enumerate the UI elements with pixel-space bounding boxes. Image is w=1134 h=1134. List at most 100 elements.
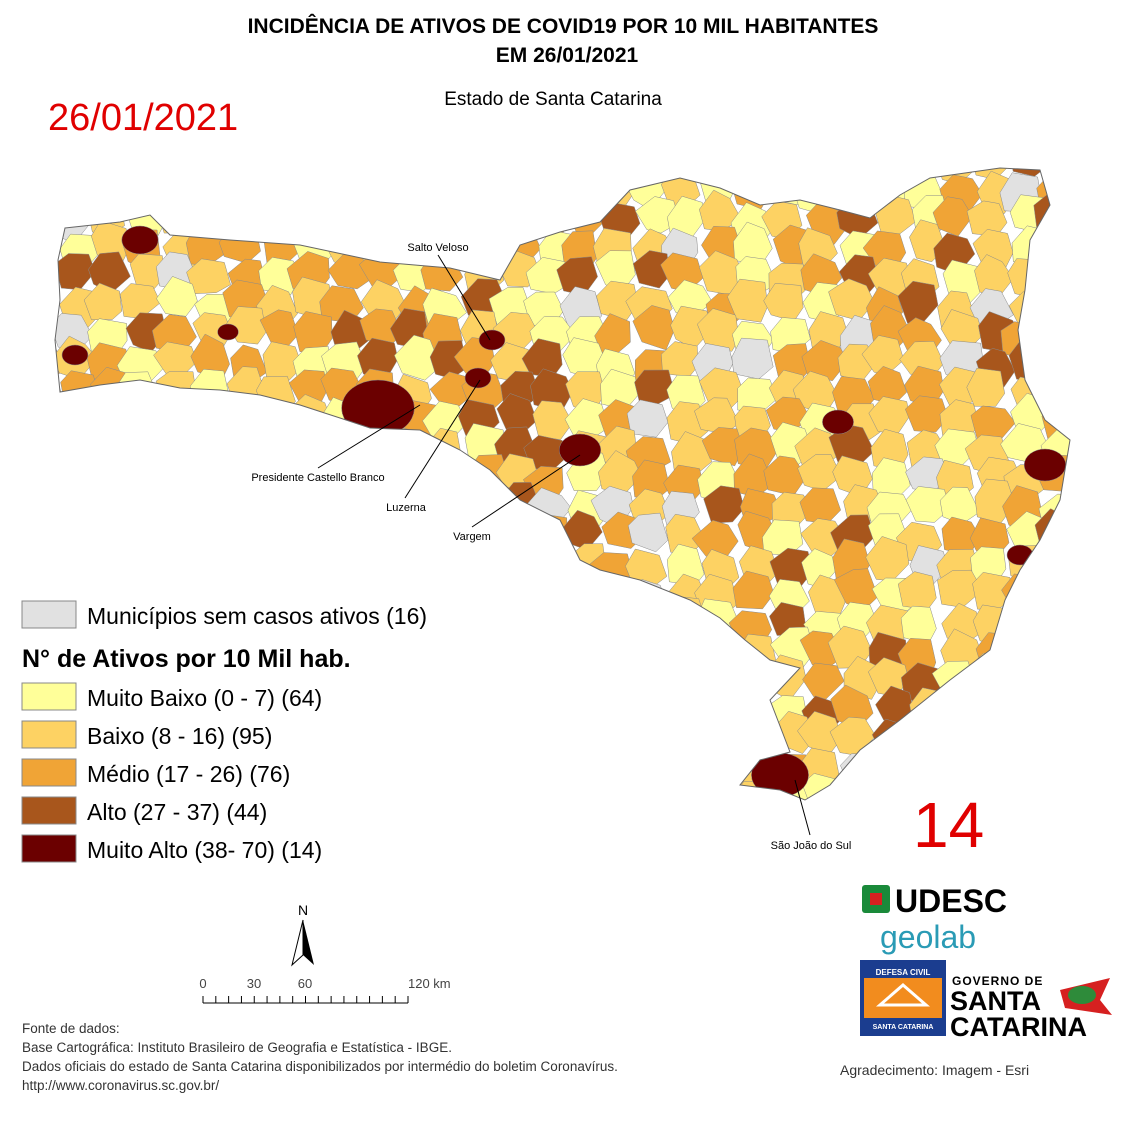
municipality	[530, 688, 577, 725]
source-line: Dados oficiais do estado de Santa Catari…	[22, 1059, 618, 1074]
municipality	[289, 489, 334, 529]
municipality	[434, 487, 474, 530]
municipality	[55, 429, 92, 465]
legend: Municípios sem casos ativos (16) N° de A…	[21, 600, 427, 863]
municipality	[1041, 545, 1070, 585]
municipality	[255, 170, 300, 213]
municipality	[91, 455, 129, 494]
municipality	[492, 168, 537, 211]
municipality	[397, 196, 438, 241]
municipality	[727, 690, 769, 735]
municipality	[89, 168, 133, 177]
municipality	[874, 168, 916, 183]
municipality	[55, 168, 92, 204]
municipality	[465, 221, 511, 261]
municipality	[188, 168, 230, 212]
municipality	[905, 168, 943, 175]
legend-swatch	[21, 720, 77, 749]
municipality	[834, 169, 876, 211]
municipality	[55, 395, 62, 435]
municipality	[423, 624, 463, 666]
municipality	[361, 515, 404, 556]
municipality	[394, 709, 438, 753]
title: EM 26/01/2021	[496, 44, 639, 67]
municipality	[478, 329, 506, 351]
municipality	[55, 458, 61, 495]
municipality	[291, 778, 335, 800]
municipality	[341, 379, 415, 437]
municipality	[604, 637, 645, 676]
annotation: Luzerna	[386, 502, 427, 514]
scale-label: 60	[298, 976, 312, 991]
municipality	[566, 174, 609, 215]
municipality	[359, 168, 403, 177]
municipality	[62, 484, 100, 524]
municipality	[560, 718, 605, 756]
municipality	[468, 482, 511, 518]
municipality	[865, 536, 910, 582]
municipality	[532, 400, 573, 440]
municipality	[55, 368, 64, 414]
municipality	[425, 574, 473, 614]
municipality	[529, 173, 569, 211]
municipality	[217, 323, 239, 341]
north-label: N	[298, 902, 308, 918]
municipality	[696, 598, 738, 641]
municipality	[326, 716, 368, 756]
municipality	[55, 303, 56, 350]
municipality	[631, 716, 671, 756]
municipality	[594, 574, 632, 614]
legend-swatch	[21, 682, 77, 711]
source-line: Base Cartográfica: Instituto Brasileiro …	[22, 1040, 452, 1055]
municipality	[356, 625, 402, 667]
municipality	[529, 632, 572, 669]
municipality	[421, 462, 465, 502]
logo-geolab: geolab	[880, 919, 976, 955]
municipality	[732, 668, 771, 705]
municipality	[357, 547, 402, 587]
municipality	[897, 571, 937, 610]
municipality	[432, 547, 470, 585]
municipality	[1044, 168, 1070, 184]
municipality	[428, 714, 471, 758]
municipality	[426, 693, 473, 733]
municipality	[291, 168, 331, 177]
municipality	[331, 168, 373, 185]
municipality	[55, 171, 62, 210]
municipality	[605, 748, 647, 791]
municipality	[327, 196, 369, 239]
municipality	[666, 168, 704, 180]
municipality	[462, 696, 507, 736]
municipality	[121, 225, 159, 255]
municipality	[158, 423, 203, 469]
municipality	[392, 459, 434, 504]
municipality	[1040, 632, 1070, 670]
municipality	[663, 633, 705, 670]
municipality	[55, 512, 97, 558]
municipality	[454, 598, 500, 642]
municipality	[55, 225, 57, 264]
municipality	[257, 542, 305, 583]
municipality	[697, 627, 743, 671]
municipality	[83, 282, 123, 321]
municipality	[357, 663, 402, 708]
logo-text: SANTA CATARINA	[873, 1024, 934, 1031]
municipality	[558, 570, 605, 608]
municipality	[601, 655, 644, 694]
municipality	[833, 168, 874, 173]
municipality	[288, 197, 332, 239]
municipality	[972, 746, 1015, 790]
municipality	[463, 200, 506, 242]
municipality	[156, 276, 198, 317]
municipality	[732, 570, 775, 610]
municipality	[1010, 168, 1052, 177]
municipality	[904, 742, 951, 781]
municipality	[55, 283, 61, 324]
municipality	[664, 773, 699, 800]
municipality	[627, 512, 669, 553]
map	[55, 168, 1070, 800]
municipality	[55, 487, 58, 528]
municipality	[871, 718, 918, 763]
legend-label: Alto (27 - 37) (44)	[87, 799, 267, 825]
municipality	[662, 656, 706, 698]
